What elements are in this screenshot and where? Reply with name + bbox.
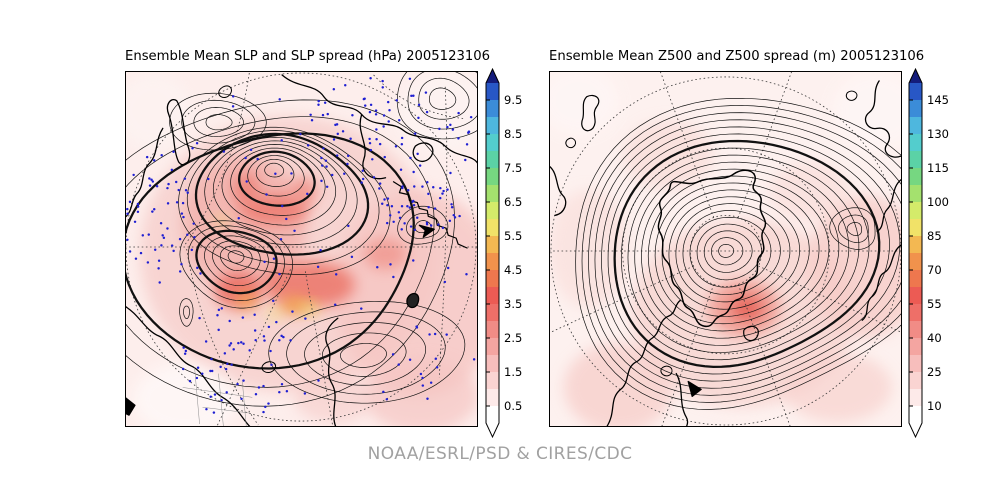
- svg-text:4.5: 4.5: [504, 263, 522, 277]
- svg-text:3.5: 3.5: [504, 297, 522, 311]
- svg-text:6.5: 6.5: [504, 195, 522, 209]
- svg-text:40: 40: [927, 331, 942, 345]
- svg-text:7.5: 7.5: [504, 161, 522, 175]
- svg-text:9.5: 9.5: [504, 93, 522, 107]
- svg-text:100: 100: [927, 195, 949, 209]
- svg-text:55: 55: [927, 297, 942, 311]
- svg-text:8.5: 8.5: [504, 127, 522, 141]
- svg-text:130: 130: [927, 127, 949, 141]
- z500-spread-colorbar: 10 25 40 55 70 85 100 115 130 145: [908, 67, 949, 439]
- slp-spread-colorbar: 0.5 1.5 2.5 3.5 4.5 5.5 6.5 7.5 8.5 9.5: [485, 67, 522, 439]
- svg-text:1.5: 1.5: [504, 365, 522, 379]
- z500-panel-title: Ensemble Mean Z500 and Z500 spread (m) 2…: [549, 49, 925, 64]
- slp-map-panel: [125, 71, 478, 427]
- svg-text:25: 25: [927, 365, 942, 379]
- svg-text:0.5: 0.5: [504, 399, 522, 413]
- svg-text:85: 85: [927, 229, 942, 243]
- svg-text:70: 70: [927, 263, 942, 277]
- svg-text:145: 145: [927, 93, 949, 107]
- credit-text: NOAA/ESRL/PSD & CIRES/CDC: [367, 444, 633, 464]
- z500-map-panel: [549, 71, 902, 427]
- svg-text:5.5: 5.5: [504, 229, 522, 243]
- slp-panel-title: Ensemble Mean SLP and SLP spread (hPa) 2…: [125, 49, 491, 64]
- svg-text:10: 10: [927, 399, 942, 413]
- svg-text:2.5: 2.5: [504, 331, 522, 345]
- svg-text:115: 115: [927, 161, 949, 175]
